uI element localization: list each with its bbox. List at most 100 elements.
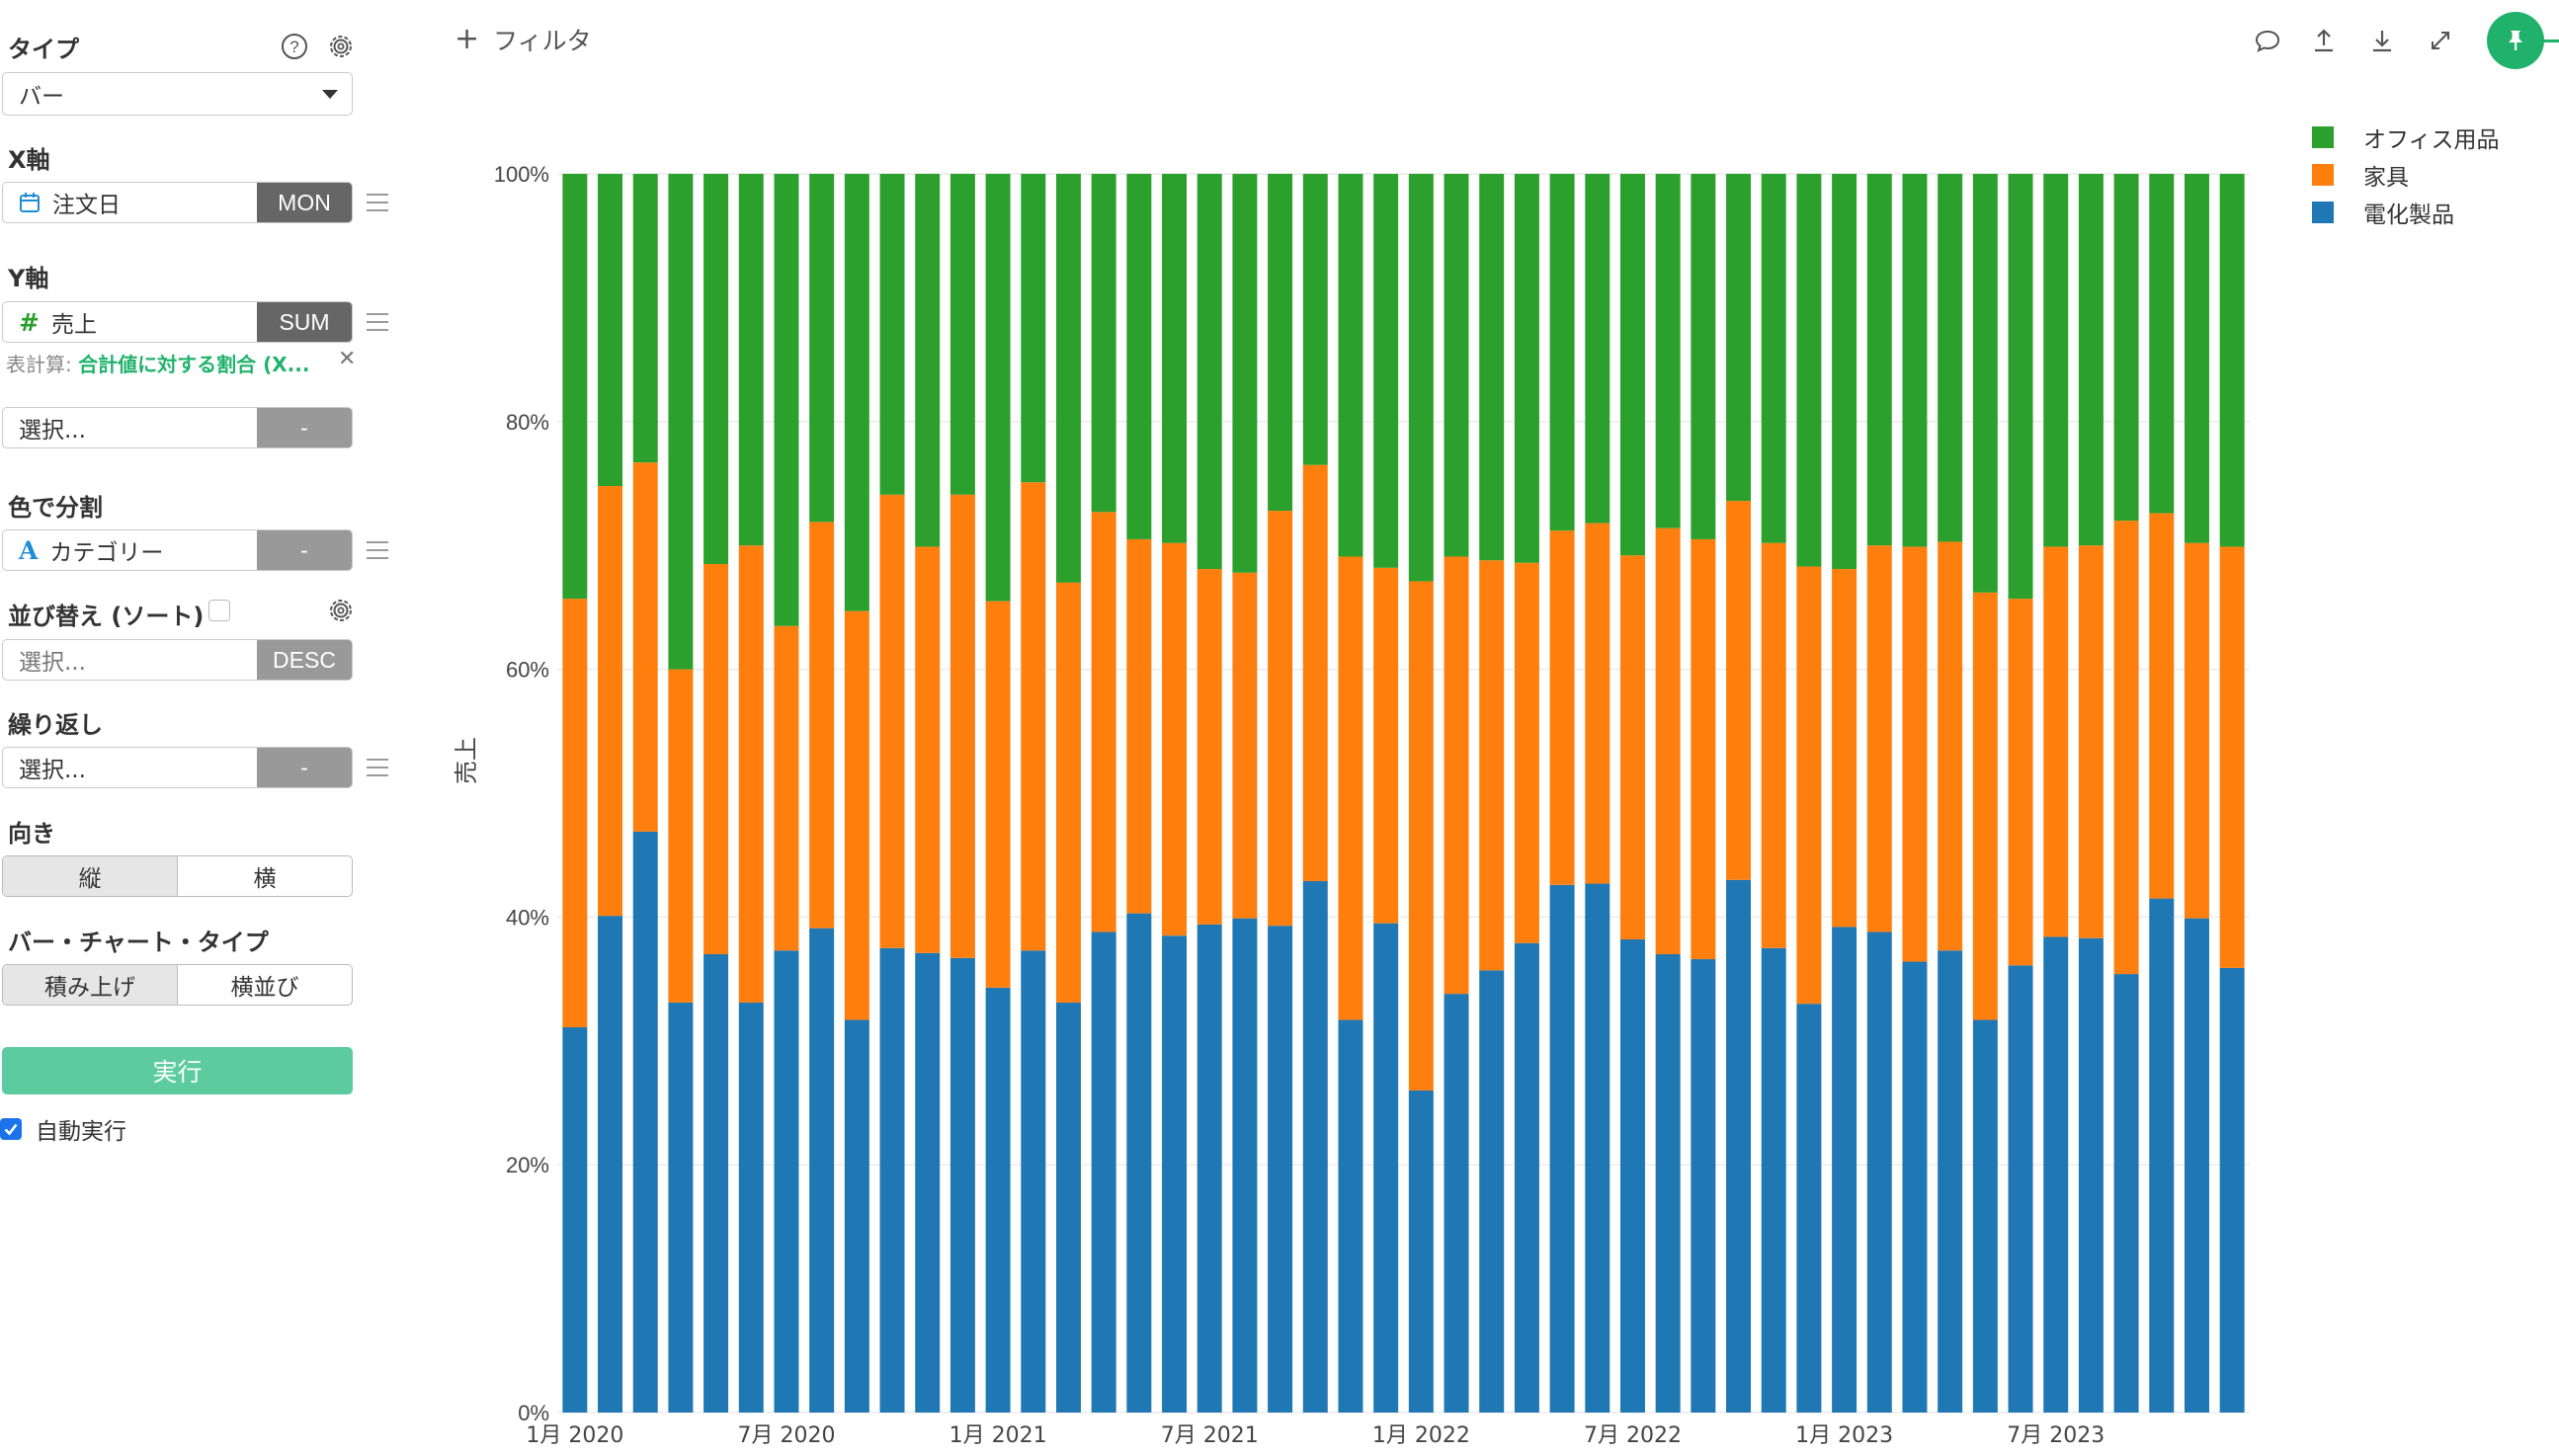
bar-segment-furniture[interactable] — [1866, 545, 1892, 932]
orientation-horizontal-option[interactable]: 横 — [177, 856, 352, 896]
bar-segment-furniture[interactable] — [1902, 546, 1928, 962]
bar-segment-furniture[interactable] — [1619, 555, 1645, 939]
comment-icon[interactable] — [2249, 22, 2286, 59]
bar-segment-office[interactable] — [1938, 174, 1963, 542]
bar-segment-furniture[interactable] — [844, 610, 869, 1020]
bar-type-toggle[interactable]: 積み上げ 横並び — [2, 964, 353, 1006]
bar-segment-electronics[interactable] — [879, 947, 905, 1413]
bar-segment-furniture[interactable] — [668, 669, 694, 1003]
bar-segment-office[interactable] — [1619, 174, 1645, 556]
bar-segment-furniture[interactable] — [1938, 541, 1963, 951]
bar-segment-electronics[interactable] — [1796, 1004, 1822, 1413]
bar-segment-electronics[interactable] — [1408, 1090, 1434, 1413]
bar-segment-office[interactable] — [1796, 174, 1822, 567]
bar-segment-furniture[interactable] — [915, 546, 941, 953]
bar-segment-furniture[interactable] — [879, 494, 905, 948]
bar-segment-office[interactable] — [1126, 174, 1152, 539]
bar-segment-electronics[interactable] — [809, 928, 835, 1413]
bar-segment-office[interactable] — [1444, 174, 1469, 557]
bar-segment-office[interactable] — [1761, 174, 1786, 543]
bar-segment-electronics[interactable] — [1232, 918, 1258, 1413]
bar-segment-furniture[interactable] — [1585, 523, 1610, 884]
bar-segment-electronics[interactable] — [1938, 950, 1963, 1413]
bar-segment-electronics[interactable] — [738, 1002, 764, 1413]
color-split-field[interactable]: A カテゴリー - — [2, 529, 353, 571]
bar-segment-electronics[interactable] — [1726, 879, 1752, 1413]
bar-segment-furniture[interactable] — [1338, 556, 1363, 1020]
bar-segment-electronics[interactable] — [1761, 947, 1786, 1413]
bar-segment-office[interactable] — [985, 174, 1011, 602]
bar-segment-furniture[interactable] — [985, 601, 1011, 988]
bar-segment-electronics[interactable] — [2078, 937, 2104, 1413]
bar-segment-furniture[interactable] — [1479, 560, 1505, 971]
color-aggregation-button[interactable]: - — [257, 530, 352, 570]
bar-segment-office[interactable] — [774, 174, 799, 626]
bar-segment-office[interactable] — [879, 174, 905, 495]
bar-segment-electronics[interactable] — [1055, 1002, 1081, 1413]
x-axis-menu-icon[interactable] — [367, 194, 388, 211]
sort-field[interactable]: 選択... DESC — [2, 639, 353, 681]
bar-type-grouped-option[interactable]: 横並び — [177, 965, 352, 1005]
bar-segment-furniture[interactable] — [632, 462, 658, 832]
bar-segment-furniture[interactable] — [1514, 562, 1539, 943]
auto-run-toggle[interactable]: 自動実行 — [0, 1112, 126, 1146]
legend-item-electronics[interactable]: 電化製品 — [2312, 194, 2500, 231]
bar-segment-electronics[interactable] — [1126, 913, 1152, 1413]
bar-segment-electronics[interactable] — [1091, 931, 1116, 1413]
bar-segment-electronics[interactable] — [949, 957, 975, 1413]
bar-segment-office[interactable] — [949, 174, 975, 495]
bar-segment-furniture[interactable] — [598, 486, 623, 917]
bar-segment-electronics[interactable] — [1021, 950, 1046, 1413]
bar-segment-office[interactable] — [2184, 174, 2209, 543]
bar-segment-furniture[interactable] — [2219, 546, 2245, 968]
bar-segment-furniture[interactable] — [1761, 542, 1786, 948]
bar-segment-furniture[interactable] — [2043, 546, 2069, 937]
bar-segment-electronics[interactable] — [1619, 938, 1645, 1413]
bar-segment-office[interactable] — [1972, 174, 1998, 593]
bar-segment-electronics[interactable] — [985, 987, 1011, 1413]
download-icon[interactable] — [2363, 22, 2401, 59]
bar-segment-electronics[interactable] — [2008, 965, 2033, 1413]
chart-type-select[interactable]: バー — [2, 72, 353, 116]
bar-segment-electronics[interactable] — [1902, 961, 1928, 1413]
bar-segment-furniture[interactable] — [2113, 521, 2139, 975]
bar-segment-furniture[interactable] — [1126, 538, 1152, 914]
bar-segment-furniture[interactable] — [1091, 512, 1116, 932]
bar-segment-electronics[interactable] — [1197, 924, 1222, 1413]
bar-segment-furniture[interactable] — [2008, 599, 2033, 966]
bar-segment-electronics[interactable] — [2184, 918, 2209, 1413]
y-axis-menu-icon[interactable] — [367, 313, 388, 331]
bar-segment-office[interactable] — [809, 174, 835, 523]
legend-item-furniture[interactable]: 家具 — [2312, 156, 2500, 194]
bar-segment-office[interactable] — [1655, 174, 1681, 528]
bar-segment-electronics[interactable] — [2043, 936, 2069, 1413]
y-axis-field[interactable]: # 売上 SUM — [2, 301, 353, 343]
add-filter-button[interactable]: + フィルタ — [454, 22, 592, 57]
bar-segment-office[interactable] — [703, 174, 729, 565]
bar-segment-electronics[interactable] — [2219, 967, 2245, 1413]
bar-segment-office[interactable] — [1479, 174, 1505, 561]
bar-segment-electronics[interactable] — [774, 950, 799, 1413]
sort-checkbox[interactable] — [208, 600, 230, 621]
bar-segment-electronics[interactable] — [1302, 881, 1328, 1413]
bar-segment-office[interactable] — [632, 174, 658, 463]
bar-segment-office[interactable] — [2078, 174, 2104, 546]
bar-segment-furniture[interactable] — [1444, 556, 1469, 995]
y2-aggregation-button[interactable]: - — [257, 408, 352, 447]
y-aggregation-button[interactable]: SUM — [257, 302, 352, 342]
bar-segment-furniture[interactable] — [2078, 545, 2104, 938]
expand-icon[interactable] — [2422, 22, 2459, 59]
bar-segment-office[interactable] — [2043, 174, 2069, 547]
bar-segment-electronics[interactable] — [2113, 974, 2139, 1413]
bar-segment-electronics[interactable] — [598, 916, 623, 1413]
bar-segment-office[interactable] — [915, 174, 941, 547]
bar-segment-office[interactable] — [668, 174, 694, 670]
bar-segment-electronics[interactable] — [668, 1002, 694, 1413]
bar-segment-furniture[interactable] — [1232, 572, 1258, 919]
bar-segment-furniture[interactable] — [774, 625, 799, 951]
bar-segment-office[interactable] — [1162, 174, 1188, 543]
bar-segment-electronics[interactable] — [1268, 926, 1293, 1413]
bar-segment-electronics[interactable] — [703, 954, 729, 1413]
bar-segment-office[interactable] — [1373, 174, 1399, 568]
bar-segment-furniture[interactable] — [1655, 527, 1681, 955]
